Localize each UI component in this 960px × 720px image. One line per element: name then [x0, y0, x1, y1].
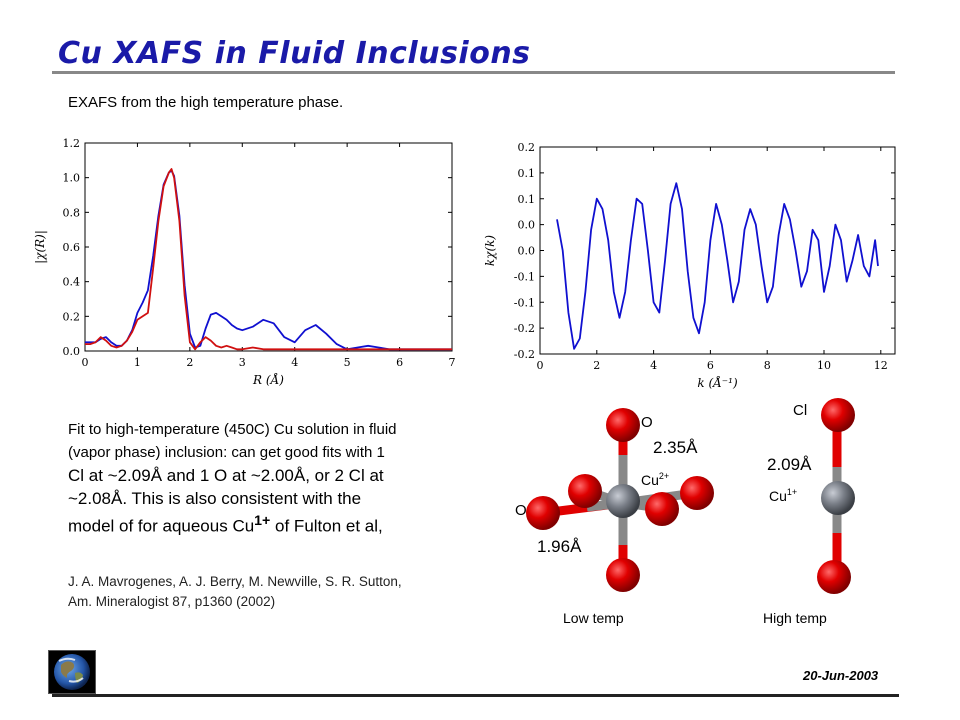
fit-line-5a: model of for aqueous Cu	[68, 516, 255, 536]
slide-subtitle: EXAFS from the high temperature phase.	[68, 94, 344, 111]
chi-r-chart: 0 1 2 3 4 5 6 7 0.0 0.2 0.4 0.6 0.8 1.0 1.2 R (Å) |χ(R)|	[33, 137, 456, 387]
x-tick-label: 2	[593, 359, 600, 372]
x-axis-label: k (Å⁻¹)	[697, 375, 738, 390]
high-cl-label: Cl	[793, 402, 807, 419]
x-tick-label: 2	[186, 356, 193, 369]
y-tick-label: -0.1	[514, 270, 535, 283]
high-dist: 2.09Å	[767, 455, 812, 474]
x-tick-label: 7	[449, 356, 456, 369]
chlorine-atom	[821, 398, 855, 432]
k-chi-chart: 0 2 4 6 8 10 12 -0.2 -0.2 -0.1 -0.1 0.0 0.0 0.1 0.1 0.2…	[483, 141, 896, 390]
oxygen-atom	[645, 492, 679, 526]
oxygen-atom	[817, 560, 851, 594]
y-tick-label: 0.2	[63, 310, 81, 323]
x-tick-label: 1	[134, 356, 141, 369]
y-tick-label: 0.0	[63, 345, 81, 358]
y-tick-label: 0.0	[518, 245, 536, 258]
low-dist-long: 2.35Å	[653, 438, 698, 457]
earth-logo	[48, 650, 96, 694]
x-tick-label: 8	[764, 359, 771, 372]
y-tick-label: -0.1	[514, 296, 535, 309]
oxygen-atom	[568, 474, 602, 508]
title-underline	[52, 71, 895, 74]
oxygen-atom	[680, 476, 714, 510]
k-chi-lines	[556, 182, 879, 350]
slide-title: Cu XAFS in Fluid Inclusions	[58, 36, 531, 71]
reference-line-2: Am. Mineralogist 87, p1360 (2002)	[68, 594, 276, 609]
high-temp-model: Cl 2.09Å Cu1+ High temp	[763, 398, 855, 626]
x-tick-label: 4	[291, 356, 298, 369]
reference: J. A. Mavrogenes, A. J. Berry, M. Newvil…	[68, 572, 480, 612]
chi-r-lines	[85, 168, 452, 351]
y-tick-label: 0.2	[518, 141, 536, 154]
low-cu-label: Cu2+	[641, 471, 669, 488]
fit-line-5b: of Fulton et al,	[270, 516, 383, 536]
low-dist-short: 1.96Å	[537, 537, 582, 556]
x-tick-label: 10	[817, 359, 831, 372]
y-tick-label: 0.8	[63, 206, 81, 219]
x-tick-label: 5	[344, 356, 351, 369]
slide-date: 20-Jun-2003	[803, 668, 879, 683]
y-tick-label: 0.4	[63, 276, 81, 289]
low-temp-model: O 2.35Å Cu2+ O 1.96Å Low temp	[515, 408, 714, 626]
reference-line-1: J. A. Mavrogenes, A. J. Berry, M. Newvil…	[68, 574, 402, 589]
fit-line-3: Cl at ~2.09Å and 1 O at ~2.00Å, or 2 Cl …	[68, 466, 384, 485]
low-o-top-label: O	[641, 414, 653, 431]
plot-frame	[84, 142, 453, 352]
y-tick-label: -0.2	[514, 322, 535, 335]
high-cu-label: Cu1+	[769, 487, 797, 504]
x-tick-label: 6	[396, 356, 403, 369]
molecule-models: O 2.35Å Cu2+ O 1.96Å Low temp Cl 2.09Å C…	[515, 398, 855, 626]
fit-line-4: ~2.08Å. This is also consistent with the	[68, 489, 362, 508]
y-tick-label: 0.0	[518, 219, 536, 232]
x-tick-label: 12	[874, 359, 888, 372]
oxygen-atom	[606, 408, 640, 442]
fit-line-1: Fit to high-temperature (450C) Cu soluti…	[68, 421, 397, 438]
fit-line-2: (vapor phase) inclusion: can get good fi…	[68, 444, 385, 461]
x-tick-label: 3	[239, 356, 246, 369]
y-tick-label: 0.1	[518, 167, 536, 180]
oxygen-atom	[526, 496, 560, 530]
y-axis-label: kχ(k)	[483, 235, 497, 266]
low-o-left-label: O	[515, 502, 527, 519]
high-temp-caption: High temp	[763, 610, 827, 626]
y-tick-label: 1.2	[63, 137, 81, 150]
series-line-1	[556, 182, 879, 350]
oxygen-atom	[606, 558, 640, 592]
fit-description: Fit to high-temperature (450C) Cu soluti…	[68, 418, 478, 538]
x-tick-label: 0	[537, 359, 544, 372]
x-axis-label: R (Å)	[252, 372, 284, 387]
series-line-1	[85, 169, 452, 351]
k-chi-axes: 0 2 4 6 8 10 12 -0.2 -0.2 -0.1 -0.1 0.0 0.0 0.1 0.1 0.2…	[483, 141, 896, 390]
y-tick-label: 0.1	[518, 193, 536, 206]
x-tick-label: 4	[650, 359, 657, 372]
y-tick-label: 1.0	[63, 172, 81, 185]
copper-atom	[606, 484, 640, 518]
cu-charge-sup: 1+	[254, 513, 271, 529]
chi-r-axes: 0 1 2 3 4 5 6 7 0.0 0.2 0.4 0.6 0.8 1.0 1.2 R (Å) |χ(R)|	[33, 137, 456, 387]
x-tick-label: 6	[707, 359, 714, 372]
footer-rule	[52, 694, 899, 697]
copper-atom	[821, 481, 855, 515]
x-tick-label: 0	[82, 356, 89, 369]
y-tick-label: 0.6	[63, 241, 81, 254]
y-axis-label: |χ(R)|	[33, 230, 47, 264]
series-line-2	[85, 168, 452, 351]
y-tick-label: -0.2	[514, 348, 535, 361]
fit-line-5: model of for aqueous Cu1+ of Fulton et a…	[68, 510, 478, 538]
low-temp-caption: Low temp	[563, 610, 624, 626]
